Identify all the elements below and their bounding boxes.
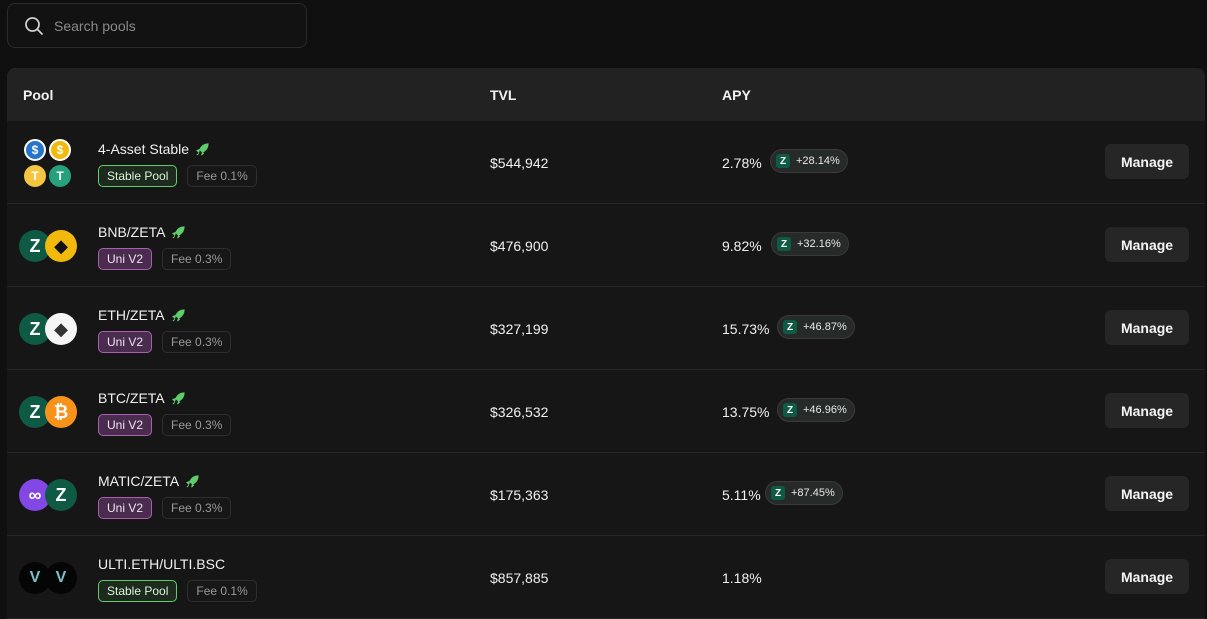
table-row[interactable]: Z ◆ BNB/ZETA Uni V2 Fee 0.3% $476,900 9.… <box>7 204 1205 287</box>
pool-type-badge: Uni V2 <box>98 414 153 436</box>
fee-badge: Fee 0.3% <box>162 331 232 353</box>
manage-button[interactable]: Manage <box>1105 144 1189 179</box>
boost-value: +32.16% <box>797 238 841 250</box>
pool-name: MATIC/ZETA <box>98 473 200 489</box>
ulti-icon: V <box>45 562 77 594</box>
rocket-icon <box>171 308 185 321</box>
zeta-icon: Z <box>783 320 797 334</box>
rocket-icon <box>172 225 186 238</box>
apy-value: 1.18% <box>722 570 762 586</box>
fee-badge: Fee 0.1% <box>187 580 257 602</box>
apy-value: 2.78% <box>722 155 762 171</box>
apy-value: 13.75% <box>722 404 770 420</box>
pools-table: Pool TVL APY $ $ T T 4-Asset Stable Stab… <box>7 68 1205 619</box>
boost-value: +28.14% <box>796 155 840 167</box>
btc-icon: ₿ <box>45 396 77 428</box>
manage-button[interactable]: Manage <box>1105 476 1189 511</box>
tvl-value: $175,363 <box>490 487 549 503</box>
tvl-value: $476,900 <box>490 238 549 254</box>
rocket-icon <box>196 142 209 155</box>
column-header-tvl: TVL <box>490 87 517 103</box>
zeta-icon: Z <box>776 154 790 168</box>
pool-name: ETH/ZETA <box>98 307 186 323</box>
table-row[interactable]: Z ◆ ETH/ZETA Uni V2 Fee 0.3% $327,199 15… <box>7 287 1205 370</box>
pool-type-badge: Uni V2 <box>98 497 153 519</box>
apy-value: 9.82% <box>722 238 762 254</box>
apy-value: 5.11% <box>722 487 761 503</box>
pool-type-badge: Stable Pool <box>98 580 178 602</box>
pool-token-icons: $ $ T T <box>19 137 79 189</box>
manage-button[interactable]: Manage <box>1105 310 1189 345</box>
usdc-icon: $ <box>24 139 46 161</box>
manage-button[interactable]: Manage <box>1105 559 1189 594</box>
boost-badge: Z +46.87% <box>777 315 855 339</box>
boost-badge: Z +28.14% <box>770 149 848 173</box>
fee-badge: Fee 0.3% <box>162 248 232 270</box>
search-input[interactable] <box>54 17 284 34</box>
table-row[interactable]: V V ULTI.ETH/ULTI.BSC Stable Pool Fee 0.… <box>7 536 1205 619</box>
pool-name: 4-Asset Stable <box>98 141 210 157</box>
table-row[interactable]: Z ₿ BTC/ZETA Uni V2 Fee 0.3% $326,532 13… <box>7 370 1205 453</box>
search-box[interactable] <box>7 3 307 48</box>
rocket-icon <box>171 391 185 404</box>
pool-name: ULTI.ETH/ULTI.BSC <box>98 556 226 572</box>
bnb-icon: ◆ <box>45 230 77 262</box>
tvl-value: $326,532 <box>490 404 549 420</box>
zeta-icon: Z <box>777 237 791 251</box>
zeta-icon: Z <box>783 403 797 417</box>
busd-icon: $ <box>49 139 71 161</box>
rocket-icon <box>186 474 199 487</box>
boost-value: +87.45% <box>791 487 835 499</box>
boost-value: +46.87% <box>803 321 847 333</box>
boost-badge: Z +32.16% <box>771 232 849 256</box>
tusd-icon: T <box>24 165 46 187</box>
usdt-icon: T <box>49 165 71 187</box>
table-row[interactable]: ∞ Z MATIC/ZETA Uni V2 Fee 0.3% $175,363 … <box>7 453 1205 536</box>
pool-token-icons: ∞ Z <box>19 469 79 521</box>
pool-token-icons: Z ₿ <box>19 386 79 438</box>
apy-value: 15.73% <box>722 321 770 337</box>
table-header: Pool TVL APY <box>7 68 1205 121</box>
tvl-value: $857,885 <box>490 570 549 586</box>
pool-token-icons: Z ◆ <box>19 303 79 355</box>
fee-badge: Fee 0.1% <box>187 165 257 187</box>
pool-name: BNB/ZETA <box>98 224 186 240</box>
manage-button[interactable]: Manage <box>1105 393 1189 428</box>
search-icon <box>25 16 43 35</box>
column-header-apy: APY <box>722 87 751 103</box>
boost-badge: Z +46.96% <box>777 398 855 422</box>
pool-type-badge: Stable Pool <box>98 165 178 187</box>
zeta-icon: Z <box>771 486 785 500</box>
manage-button[interactable]: Manage <box>1105 227 1189 262</box>
pool-type-badge: Uni V2 <box>98 248 153 270</box>
table-row[interactable]: $ $ T T 4-Asset Stable Stable Pool Fee 0… <box>7 121 1205 204</box>
tvl-value: $327,199 <box>490 321 549 337</box>
pool-token-icons: V V <box>19 552 79 604</box>
tvl-value: $544,942 <box>490 155 549 171</box>
fee-badge: Fee 0.3% <box>162 497 232 519</box>
fee-badge: Fee 0.3% <box>162 414 232 436</box>
boost-value: +46.96% <box>803 404 847 416</box>
pool-token-icons: Z ◆ <box>19 220 79 272</box>
zeta-icon: Z <box>45 479 77 511</box>
column-header-pool: Pool <box>23 87 54 103</box>
eth-icon: ◆ <box>45 313 77 345</box>
pool-type-badge: Uni V2 <box>98 331 153 353</box>
boost-badge: Z +87.45% <box>765 481 843 505</box>
pool-name: BTC/ZETA <box>98 390 186 406</box>
